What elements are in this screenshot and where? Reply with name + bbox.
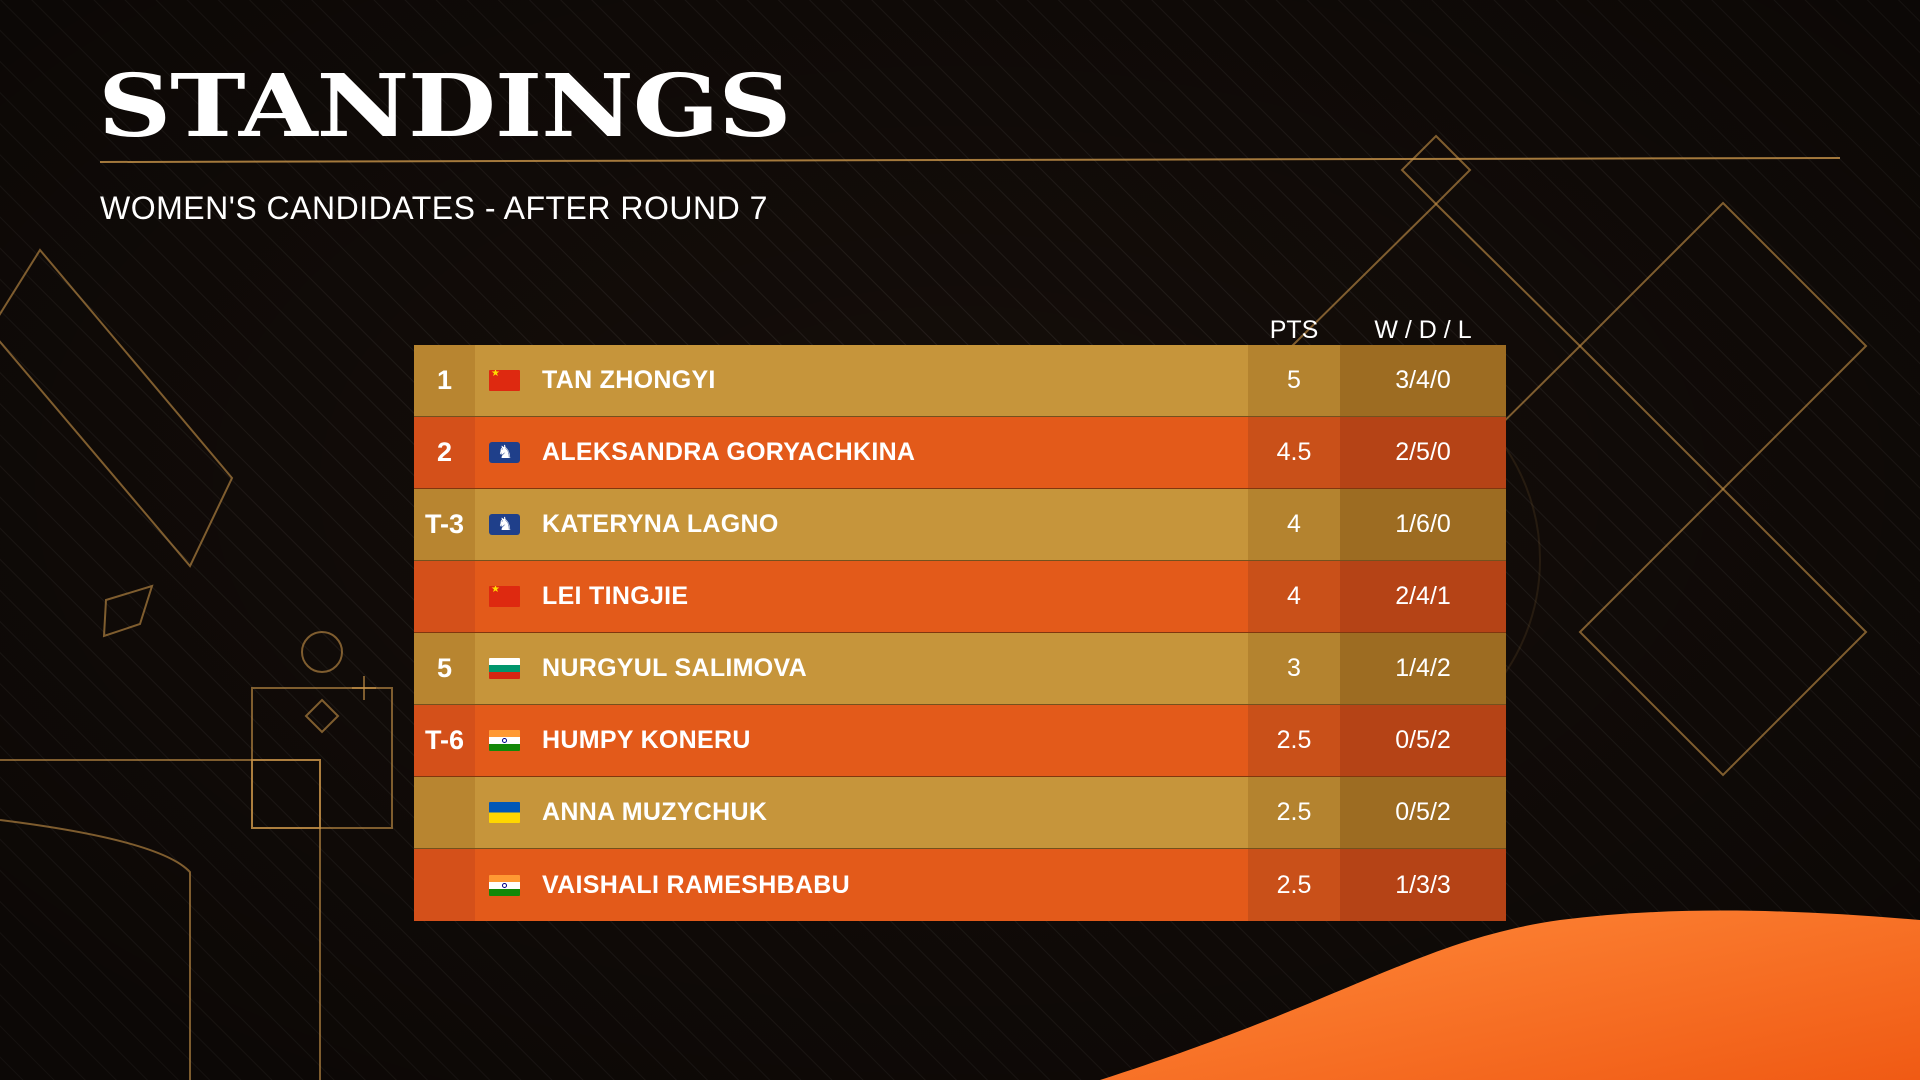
player-cell: TAN ZHONGYI (475, 345, 1248, 416)
wdl-cell: 1/3/3 (1340, 849, 1506, 921)
player-name: LEI TINGJIE (542, 582, 689, 610)
table-row: ANNA MUZYCHUK 2.5 0/5/2 (414, 777, 1506, 849)
rank-cell (414, 777, 475, 848)
ukraine-flag-icon (489, 802, 520, 823)
rank-cell (414, 849, 475, 921)
india-flag-icon (489, 730, 520, 751)
wdl-cell: 3/4/0 (1340, 345, 1506, 416)
points-cell: 5 (1248, 345, 1340, 416)
player-cell: HUMPY KONERU (475, 705, 1248, 776)
table-row: 2 ALEKSANDRA GORYACHKINA 4.5 2/5/0 (414, 417, 1506, 489)
player-cell: VAISHALI RAMESHBABU (475, 849, 1248, 921)
player-name: VAISHALI RAMESHBABU (542, 870, 851, 899)
wdl-cell: 2/5/0 (1340, 417, 1506, 488)
points-cell: 4 (1248, 561, 1340, 632)
china-flag-icon (489, 370, 520, 391)
standings-table: 1 TAN ZHONGYI 5 3/4/0 2 ALEKSANDRA GORYA… (414, 345, 1506, 921)
points-cell: 4.5 (1248, 417, 1340, 488)
wdl-cell: 1/6/0 (1340, 489, 1506, 560)
player-cell: KATERYNA LAGNO (475, 489, 1248, 560)
rank-cell: T-3 (414, 489, 475, 560)
column-header-pts: PTS (1269, 316, 1319, 344)
india-flag-icon (489, 874, 520, 896)
player-name: HUMPY KONERU (542, 726, 751, 754)
rank-cell: 1 (414, 345, 475, 416)
points-cell: 2.5 (1248, 849, 1340, 921)
wdl-cell: 2/4/1 (1340, 561, 1506, 632)
table-row: T-6 HUMPY KONERU 2.5 0/5/2 (414, 705, 1506, 777)
table-row: VAISHALI RAMESHBABU 2.5 1/3/3 (414, 849, 1506, 921)
wdl-cell: 0/5/2 (1340, 705, 1506, 776)
page-title: STANDINGS (98, 56, 791, 157)
player-cell: NURGYUL SALIMOVA (475, 633, 1248, 704)
player-cell: LEI TINGJIE (475, 561, 1248, 632)
table-row: 5 NURGYUL SALIMOVA 3 1/4/2 (414, 633, 1506, 705)
rank-cell: T-6 (414, 705, 475, 776)
player-name: ANNA MUZYCHUK (542, 798, 768, 826)
china-flag-icon (489, 586, 520, 607)
rank-cell (414, 561, 475, 632)
points-cell: 4 (1248, 489, 1340, 560)
player-name: ALEKSANDRA GORYACHKINA (542, 438, 916, 466)
fide-flag-icon (489, 514, 520, 535)
player-name: KATERYNA LAGNO (542, 510, 779, 538)
fide-flag-icon (489, 442, 520, 463)
player-name: NURGYUL SALIMOVA (542, 654, 807, 682)
wdl-cell: 0/5/2 (1340, 777, 1506, 848)
page-subtitle: WOMEN'S CANDIDATES - AFTER ROUND 7 (100, 190, 768, 226)
column-header-wdl: W / D / L (1374, 316, 1472, 344)
points-cell: 3 (1248, 633, 1340, 704)
rank-cell: 2 (414, 417, 475, 488)
bulgaria-flag-icon (489, 658, 520, 679)
rank-cell: 5 (414, 633, 475, 704)
player-cell: ANNA MUZYCHUK (475, 777, 1248, 848)
table-row: 1 TAN ZHONGYI 5 3/4/0 (414, 345, 1506, 417)
wdl-cell: 1/4/2 (1340, 633, 1506, 704)
points-cell: 2.5 (1248, 777, 1340, 848)
player-name: TAN ZHONGYI (542, 366, 716, 394)
table-row: T-3 KATERYNA LAGNO 4 1/6/0 (414, 489, 1506, 561)
points-cell: 2.5 (1248, 705, 1340, 776)
table-row: LEI TINGJIE 4 2/4/1 (414, 561, 1506, 633)
player-cell: ALEKSANDRA GORYACHKINA (475, 417, 1248, 488)
